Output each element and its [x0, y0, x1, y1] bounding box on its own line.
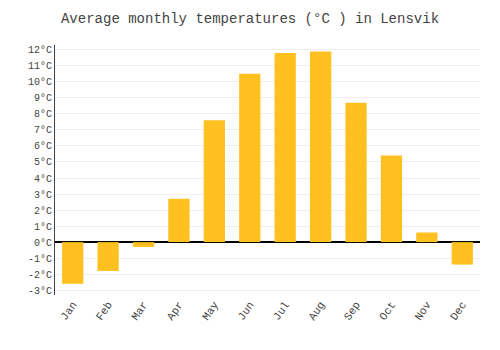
svg-text:4°C: 4°C	[34, 174, 52, 185]
svg-text:-1°C: -1°C	[28, 254, 52, 265]
svg-text:Apr: Apr	[165, 299, 186, 322]
svg-text:9°C: 9°C	[34, 93, 52, 104]
svg-text:Feb: Feb	[94, 299, 115, 322]
svg-text:10°C: 10°C	[28, 77, 52, 88]
svg-text:7°C: 7°C	[34, 125, 52, 136]
svg-text:-2°C: -2°C	[28, 270, 52, 281]
svg-text:Nov: Nov	[413, 299, 434, 322]
svg-text:Average monthly temperatures (: Average monthly temperatures (°C ) in Le…	[61, 11, 439, 27]
svg-text:Oct: Oct	[377, 299, 398, 322]
svg-text:-3°C: -3°C	[28, 286, 52, 297]
svg-text:Jun: Jun	[236, 299, 257, 322]
svg-text:Mar: Mar	[129, 299, 150, 322]
svg-text:0°C: 0°C	[34, 238, 52, 249]
svg-text:3°C: 3°C	[34, 190, 52, 201]
svg-text:5°C: 5°C	[34, 157, 52, 168]
svg-text:May: May	[200, 299, 221, 322]
svg-text:Sep: Sep	[342, 299, 363, 322]
svg-text:Jan: Jan	[58, 299, 79, 322]
svg-text:12°C: 12°C	[28, 45, 52, 56]
svg-text:Aug: Aug	[306, 299, 327, 322]
svg-text:11°C: 11°C	[28, 61, 52, 72]
svg-text:1°C: 1°C	[34, 222, 52, 233]
svg-text:Jul: Jul	[271, 299, 292, 322]
svg-text:2°C: 2°C	[34, 206, 52, 217]
svg-text:8°C: 8°C	[34, 109, 52, 120]
svg-text:6°C: 6°C	[34, 141, 52, 152]
svg-text:Dec: Dec	[448, 299, 469, 322]
